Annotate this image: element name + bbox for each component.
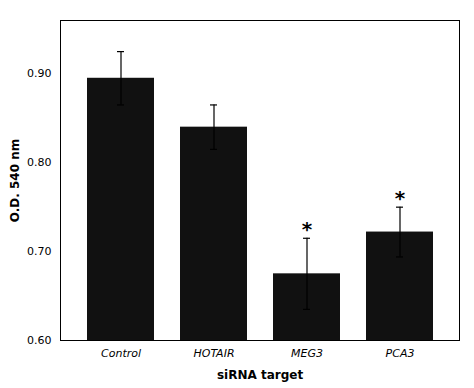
svg-text:0.90: 0.90 [27,67,52,80]
svg-text:PCA3: PCA3 [386,347,415,360]
svg-text:Control: Control [101,347,141,360]
svg-text:0.70: 0.70 [27,245,52,258]
svg-text:O.D. 540 nm: O.D. 540 nm [8,139,22,222]
svg-text:siRNA target: siRNA target [217,368,303,382]
svg-text:MEG3: MEG3 [291,347,323,360]
svg-text:0.60: 0.60 [27,334,52,347]
svg-text:*: * [302,217,313,241]
svg-text:*: * [395,186,406,210]
svg-text:HOTAIR: HOTAIR [193,347,234,360]
svg-text:0.80: 0.80 [27,156,52,169]
